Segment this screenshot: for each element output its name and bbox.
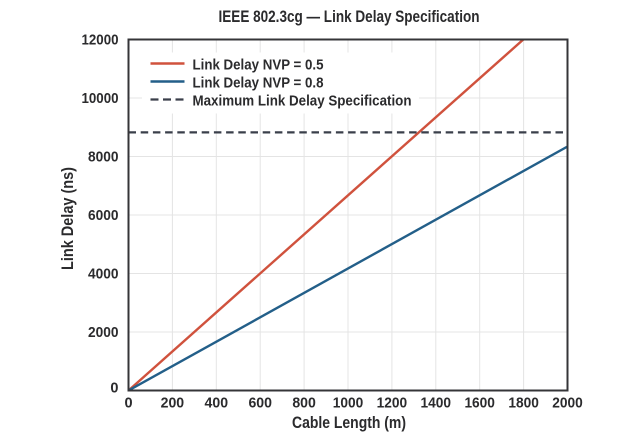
- svg-text:800: 800: [292, 395, 316, 411]
- svg-text:1800: 1800: [508, 395, 539, 411]
- svg-text:IEEE 802.3cg — Link Delay Spec: IEEE 802.3cg — Link Delay Specification: [219, 7, 480, 26]
- svg-text:8000: 8000: [88, 150, 119, 166]
- svg-text:Maximum Link Delay Specificati: Maximum Link Delay Specification: [193, 94, 412, 110]
- svg-text:600: 600: [248, 395, 272, 411]
- svg-text:200: 200: [161, 395, 185, 411]
- svg-text:1000: 1000: [333, 395, 364, 411]
- svg-text:Link Delay (ns): Link Delay (ns): [59, 167, 77, 270]
- svg-text:10000: 10000: [82, 91, 119, 107]
- svg-text:12000: 12000: [82, 33, 119, 49]
- svg-text:1400: 1400: [421, 395, 452, 411]
- svg-text:Cable Length (m): Cable Length (m): [292, 414, 406, 432]
- svg-text:1600: 1600: [464, 395, 495, 411]
- svg-text:2000: 2000: [552, 395, 583, 411]
- svg-text:1200: 1200: [377, 395, 408, 411]
- svg-text:0: 0: [124, 395, 132, 411]
- svg-text:400: 400: [205, 395, 229, 411]
- svg-text:Link Delay NVP = 0.5: Link Delay NVP = 0.5: [193, 58, 324, 74]
- svg-text:0: 0: [110, 381, 118, 397]
- svg-text:Link Delay NVP = 0.8: Link Delay NVP = 0.8: [193, 76, 324, 92]
- svg-text:2000: 2000: [88, 325, 119, 341]
- svg-text:6000: 6000: [88, 208, 119, 224]
- svg-text:4000: 4000: [88, 267, 119, 283]
